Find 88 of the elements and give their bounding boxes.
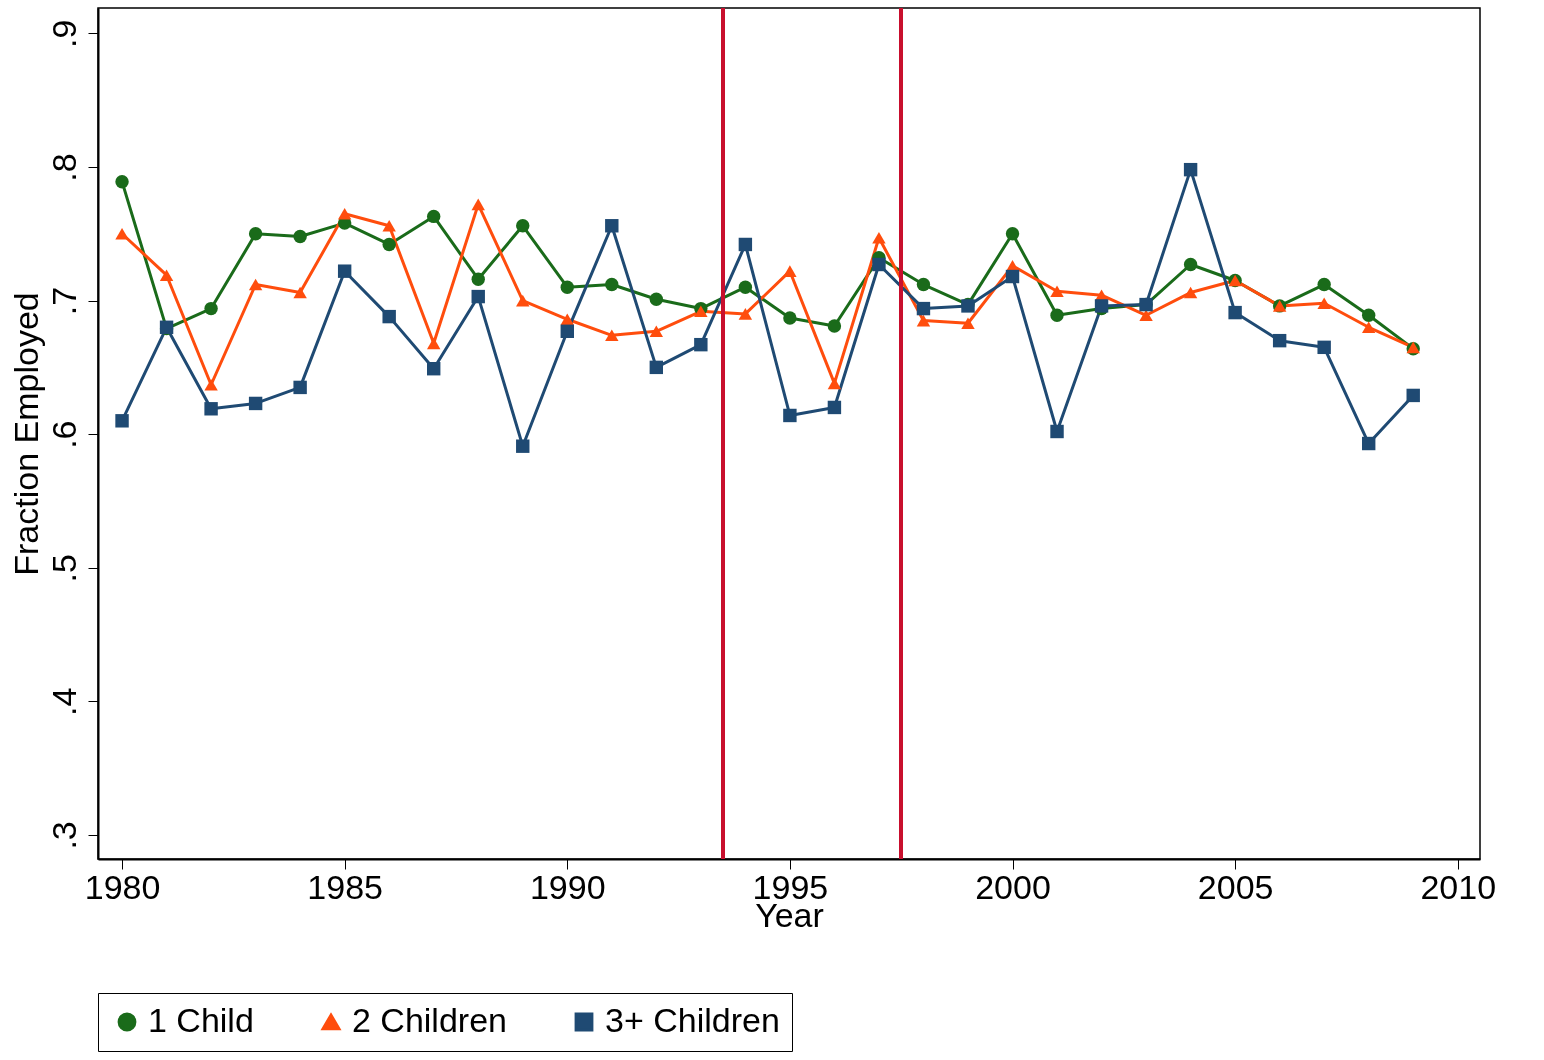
- point: [1005, 269, 1020, 284]
- point: [1183, 257, 1198, 272]
- y-tick-label: .7: [44, 286, 83, 316]
- point: [293, 229, 307, 244]
- point: [471, 272, 485, 286]
- point: [738, 237, 753, 252]
- point: [783, 311, 797, 325]
- point: [337, 264, 352, 278]
- point: [1317, 277, 1331, 292]
- legend-label: 3+ Children: [605, 1001, 780, 1039]
- point: [560, 324, 574, 339]
- point: [1005, 227, 1020, 241]
- point: [605, 219, 619, 233]
- legend-label: 2 Children: [352, 1001, 507, 1039]
- x-tick-label: 1990: [529, 867, 606, 906]
- point: [738, 280, 753, 294]
- point: [1139, 309, 1153, 322]
- point: [115, 174, 129, 189]
- point: [382, 309, 396, 324]
- point: [961, 317, 975, 330]
- point: [382, 219, 396, 232]
- point: [1272, 333, 1287, 348]
- point: [738, 308, 753, 320]
- point: [337, 207, 352, 220]
- point: [694, 337, 708, 352]
- point: [649, 292, 664, 306]
- point: [204, 378, 218, 391]
- x-tick-label: 2010: [1420, 867, 1497, 906]
- point: [382, 237, 396, 252]
- x-tick-label: 1980: [84, 867, 161, 906]
- y-tick-label: .3: [44, 821, 83, 850]
- point: [694, 305, 708, 318]
- point: [1317, 340, 1331, 355]
- point: [204, 301, 218, 316]
- point: [827, 400, 842, 415]
- point: [1317, 297, 1331, 310]
- point: [1050, 285, 1064, 298]
- x-tick-label: 2005: [1197, 867, 1274, 906]
- point: [1050, 308, 1064, 322]
- point: [159, 269, 174, 281]
- point: [1406, 388, 1420, 403]
- point: [1183, 162, 1198, 177]
- point: [827, 377, 842, 390]
- point: [427, 362, 441, 376]
- point: [427, 209, 441, 224]
- y-tick-label: .4: [44, 687, 83, 717]
- point: [516, 219, 530, 233]
- point: [605, 329, 619, 342]
- point: [649, 325, 664, 338]
- point: [248, 396, 263, 411]
- y-tick-label: .8: [44, 153, 83, 182]
- point: [204, 402, 218, 416]
- point: [471, 198, 485, 211]
- point: [1361, 436, 1376, 451]
- point: [783, 265, 797, 277]
- point: [115, 414, 129, 428]
- x-tick-label: 2000: [975, 867, 1051, 906]
- point: [916, 314, 931, 327]
- point: [1228, 305, 1242, 320]
- point: [516, 294, 530, 307]
- point: [560, 313, 574, 326]
- point: [872, 231, 886, 244]
- point: [783, 408, 797, 423]
- y-tick-label: .9: [44, 19, 83, 49]
- point: [605, 277, 619, 292]
- y-axis-title: Fraction Employed: [6, 292, 45, 576]
- point: [1361, 321, 1376, 334]
- point: [471, 289, 485, 304]
- point: [293, 380, 307, 395]
- point: [916, 301, 931, 316]
- point: [1050, 424, 1064, 439]
- point: [115, 227, 129, 240]
- point: [1183, 286, 1198, 299]
- x-tick-label: 1985: [307, 867, 383, 906]
- point: [827, 319, 842, 333]
- point: [1361, 308, 1376, 322]
- point: [248, 278, 263, 291]
- point: [248, 227, 263, 241]
- point: [516, 439, 530, 453]
- point: [872, 257, 886, 272]
- point: [427, 337, 441, 350]
- point: [916, 277, 931, 292]
- y-tick-label: .6: [44, 420, 83, 449]
- y-tick-label: .5: [44, 554, 83, 583]
- point: [649, 360, 664, 375]
- legend-label: 1 Child: [148, 1001, 254, 1039]
- point: [293, 286, 307, 299]
- point: [560, 280, 574, 294]
